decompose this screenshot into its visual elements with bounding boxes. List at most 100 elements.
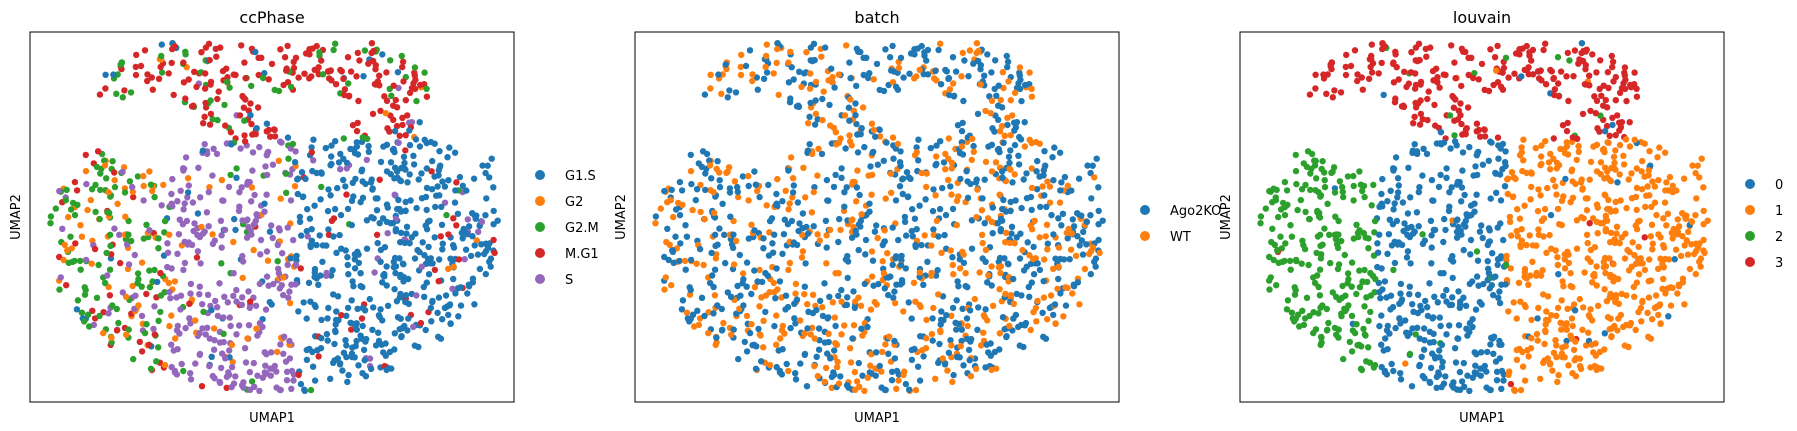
- scatter-point: [1015, 161, 1023, 168]
- scatter-point: [756, 331, 763, 338]
- scatter-point: [318, 57, 325, 64]
- scatter-point: [1553, 159, 1561, 166]
- scatter-point: [1092, 255, 1100, 262]
- scatter-point: [345, 371, 352, 379]
- scatter-point: [473, 237, 480, 244]
- scatter-point: [940, 159, 948, 166]
- scatter-point: [411, 255, 419, 262]
- scatter-point: [158, 41, 165, 48]
- scatter-point: [683, 309, 691, 316]
- scatter-point: [851, 304, 858, 311]
- legend-marker: [535, 248, 545, 258]
- scatter-point: [1655, 231, 1662, 238]
- scatter-point: [241, 59, 248, 66]
- scatter-point: [766, 217, 774, 225]
- scatter-point: [835, 380, 843, 387]
- scatter-point: [920, 353, 927, 360]
- scatter-point: [1587, 258, 1594, 265]
- scatter-point: [1438, 141, 1445, 148]
- scatter-point: [853, 184, 861, 191]
- scatter-point: [830, 183, 838, 191]
- scatter-point: [263, 273, 271, 280]
- scatter-point: [268, 349, 275, 356]
- scatter-point: [1426, 280, 1433, 287]
- scatter-point: [1005, 153, 1013, 161]
- scatter-point: [962, 282, 969, 290]
- scatter-point: [1621, 255, 1629, 262]
- scatter-point: [999, 314, 1007, 321]
- scatter-point: [1476, 228, 1484, 235]
- scatter-point: [245, 288, 252, 295]
- scatter-point: [823, 232, 830, 239]
- scatter-point: [429, 297, 436, 305]
- scatter-point: [916, 66, 923, 74]
- scatter-point: [212, 297, 219, 305]
- scatter-point: [206, 56, 213, 64]
- scatter-point: [226, 347, 233, 354]
- scatter-point: [1288, 309, 1296, 316]
- legend-marker: [1140, 205, 1150, 215]
- scatter-point: [180, 79, 188, 86]
- scatter-point: [676, 211, 684, 219]
- scatter-point: [1638, 168, 1645, 175]
- scatter-point: [804, 147, 812, 154]
- scatter-point: [1277, 233, 1284, 240]
- scatter-point: [1592, 110, 1600, 117]
- scatter-point: [1336, 178, 1344, 185]
- scatter-point: [819, 304, 826, 311]
- scatter-point: [187, 376, 195, 383]
- scatter-point: [1660, 215, 1667, 222]
- scatter-point: [861, 387, 868, 395]
- scatter-point: [436, 256, 443, 263]
- scatter-point: [977, 61, 984, 69]
- scatter-point: [1437, 129, 1445, 136]
- scatter-point: [745, 235, 752, 242]
- scatter-point: [896, 183, 904, 190]
- scatter-point: [224, 299, 231, 306]
- scatter-point: [350, 320, 358, 328]
- scatter-point: [47, 213, 55, 220]
- scatter-point: [413, 97, 420, 105]
- scatter-point: [1637, 304, 1645, 312]
- scatter-point: [1050, 265, 1057, 272]
- scatter-point: [259, 374, 266, 381]
- scatter-point: [484, 162, 491, 169]
- scatter-point: [841, 189, 848, 196]
- scatter-point: [850, 288, 857, 295]
- scatter-point: [1310, 309, 1317, 316]
- scatter-point: [1427, 217, 1435, 224]
- scatter-point: [1668, 229, 1676, 237]
- scatter-point: [1451, 138, 1459, 145]
- scatter-point: [1611, 239, 1619, 247]
- scatter-point: [1611, 322, 1618, 330]
- scatter-point: [1466, 387, 1473, 395]
- scatter-point: [251, 191, 258, 199]
- scatter-point: [67, 206, 75, 213]
- scatter-point: [1636, 217, 1643, 224]
- scatter-point: [932, 67, 939, 75]
- scatter-point: [844, 274, 851, 282]
- scatter-point: [815, 325, 823, 332]
- scatter-point: [291, 183, 299, 190]
- scatter-point: [1494, 134, 1502, 141]
- scatter-point: [889, 134, 897, 141]
- scatter-point: [451, 149, 459, 156]
- scatter-point: [689, 206, 696, 214]
- scatter-point: [401, 322, 408, 330]
- scatter-point: [1452, 96, 1459, 103]
- scatter-point: [1621, 342, 1629, 349]
- scatter-point: [121, 189, 129, 196]
- scatter-point: [182, 48, 189, 55]
- scatter-point: [1451, 132, 1458, 139]
- scatter-point: [125, 231, 132, 238]
- scatter-point: [1036, 234, 1043, 241]
- scatter-point: [382, 110, 389, 117]
- scatter-point: [428, 318, 435, 325]
- scatter-point: [411, 342, 418, 349]
- scatter-point: [418, 170, 425, 177]
- scatter-point: [812, 97, 819, 104]
- scatter-point: [942, 150, 949, 158]
- scatter-point: [1075, 175, 1083, 182]
